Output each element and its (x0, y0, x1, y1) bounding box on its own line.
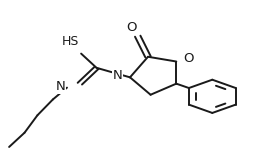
Text: O: O (183, 52, 194, 65)
Text: HS: HS (62, 35, 80, 48)
Text: N: N (56, 80, 66, 93)
Text: N: N (113, 69, 122, 82)
Text: O: O (126, 21, 136, 34)
